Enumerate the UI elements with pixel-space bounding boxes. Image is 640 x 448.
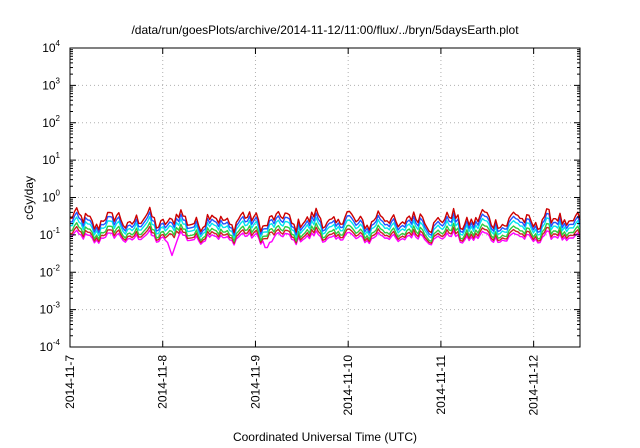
y-tick-label: 103 [42, 76, 60, 92]
series-line [69, 211, 581, 236]
series-line [70, 229, 581, 257]
y-tick-label: 10-1 [40, 226, 61, 242]
x-tick-label: 2014-11-8 [156, 355, 170, 409]
y-tick-label: 10-3 [40, 301, 61, 317]
x-tick-label: 2014-11-10 [341, 355, 355, 416]
y-axis-label: cGy/day [22, 176, 36, 220]
x-axis-label: Coordinated Universal Time (UTC) [233, 430, 417, 444]
x-tick-label: 2014-11-9 [248, 355, 262, 409]
x-ticks: 2014-11-7 2014-11-8 2014-11-9 2014-11-10 201… [63, 48, 541, 416]
series-line [70, 221, 581, 243]
y-tick-label: 100 [42, 189, 60, 205]
series-line [70, 225, 581, 245]
y-tick-label: 104 [42, 39, 60, 55]
series-lines [69, 206, 581, 257]
series-line [69, 206, 581, 234]
y-ticks: 10-4 10-3 10-2 10-1 100 101 102 103 104 [40, 39, 580, 354]
y-tick-label: 102 [42, 114, 60, 130]
x-tick-label: 2014-11-12 [527, 355, 541, 416]
grid-lines [70, 48, 580, 347]
x-tick-label: 2014-11-11 [434, 355, 448, 415]
y-tick-label: 10-2 [40, 263, 61, 279]
y-tick-label: 10-4 [40, 338, 61, 354]
chart-title: /data/run/goesPlots/archive/2014-11-12/1… [131, 23, 519, 37]
x-tick-label: 2014-11-7 [63, 355, 77, 409]
y-tick-label: 101 [42, 151, 60, 167]
series-line [69, 215, 581, 239]
